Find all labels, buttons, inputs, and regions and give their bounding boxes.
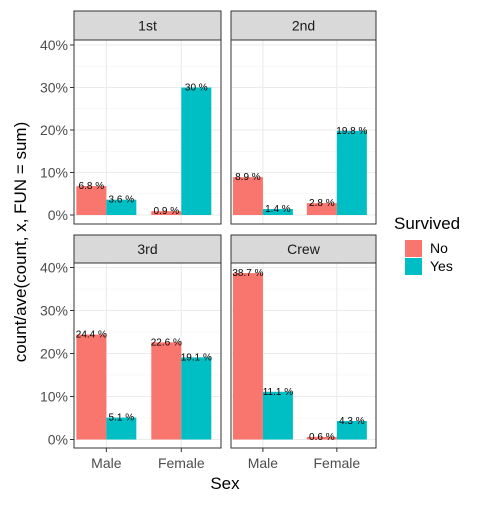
bar-data-label: 30 %	[185, 83, 208, 94]
y-tick-label: 10%	[40, 389, 68, 405]
legend-key-yes	[405, 258, 422, 275]
bar-data-label: 6.8 %	[79, 181, 105, 192]
bar-data-label: 2.8 %	[309, 198, 335, 209]
panel-2nd-border	[230, 39, 377, 225]
facet-strip-1st	[73, 10, 222, 41]
bar-no-female	[306, 436, 337, 440]
x-axis-title: Sex	[210, 474, 240, 493]
bar-no-female	[306, 203, 337, 215]
panel-3rd-border	[73, 262, 222, 449]
legend-label: Yes	[430, 258, 453, 274]
legend-key-no	[405, 240, 422, 257]
y-tick-label: 0%	[48, 207, 68, 223]
y-tick-label: 10%	[40, 165, 68, 181]
facet-strip-3rd	[73, 234, 222, 264]
bar-data-label: 0.6 %	[309, 432, 335, 443]
bar-data-label: 19.1 %	[181, 352, 212, 363]
bar-data-label: 38.7 %	[232, 268, 263, 279]
bar-yes-female	[336, 130, 367, 215]
legend-title: Survived	[394, 214, 460, 233]
bar-data-label: 24.4 %	[76, 330, 107, 341]
bar-no-male	[232, 177, 263, 215]
bar-no-female	[151, 211, 182, 215]
y-tick-label: 40%	[40, 37, 68, 53]
facet-strip-2nd	[230, 10, 377, 41]
bar-data-label: 1.4 %	[265, 204, 291, 215]
y-tick-label: 20%	[40, 346, 68, 362]
bar-yes-female	[336, 421, 367, 440]
facet-strip-label: 3rd	[137, 241, 157, 257]
facet-strip-label: 1st	[138, 18, 157, 34]
bar-yes-male	[262, 391, 293, 440]
y-tick-label: 0%	[48, 432, 68, 448]
x-tick-label: Male	[248, 455, 279, 471]
y-axis-title: count/ave(count, x, FUN = sum)	[11, 122, 30, 362]
bar-yes-female	[181, 87, 212, 215]
bar-data-label: 3.6 %	[109, 195, 135, 206]
y-tick-label: 40%	[40, 260, 68, 276]
bar-data-label: 11.1 %	[263, 387, 293, 398]
bar-data-label: 4.3 %	[339, 416, 365, 427]
bar-no-female	[151, 342, 182, 440]
bar-data-label: 22.6 %	[151, 337, 182, 348]
legend-label: No	[430, 240, 448, 256]
bar-data-label: 19.8 %	[336, 126, 367, 137]
bar-yes-male	[106, 417, 137, 440]
y-tick-label: 20%	[40, 122, 68, 138]
bar-no-male	[76, 186, 107, 215]
bar-yes-male	[262, 209, 293, 215]
bar-no-male	[76, 334, 107, 440]
bar-yes-female	[181, 357, 212, 440]
y-tick-label: 30%	[40, 303, 68, 319]
x-tick-label: Male	[91, 455, 122, 471]
bar-data-label: 5.1 %	[109, 413, 135, 424]
y-tick-label: 30%	[40, 80, 68, 96]
bar-data-label: 0.9 %	[154, 206, 180, 217]
x-tick-label: Female	[158, 455, 205, 471]
panel-crew-border	[230, 262, 377, 449]
bar-data-label: 8.9 %	[235, 172, 261, 183]
panel-1st-border	[73, 39, 222, 225]
bar-yes-male	[106, 199, 137, 215]
x-tick-label: Female	[314, 455, 361, 471]
bar-no-male	[232, 273, 263, 440]
facet-strip-crew	[230, 234, 377, 264]
facet-strip-label: Crew	[287, 241, 321, 257]
facet-strip-label: 2nd	[292, 18, 315, 34]
